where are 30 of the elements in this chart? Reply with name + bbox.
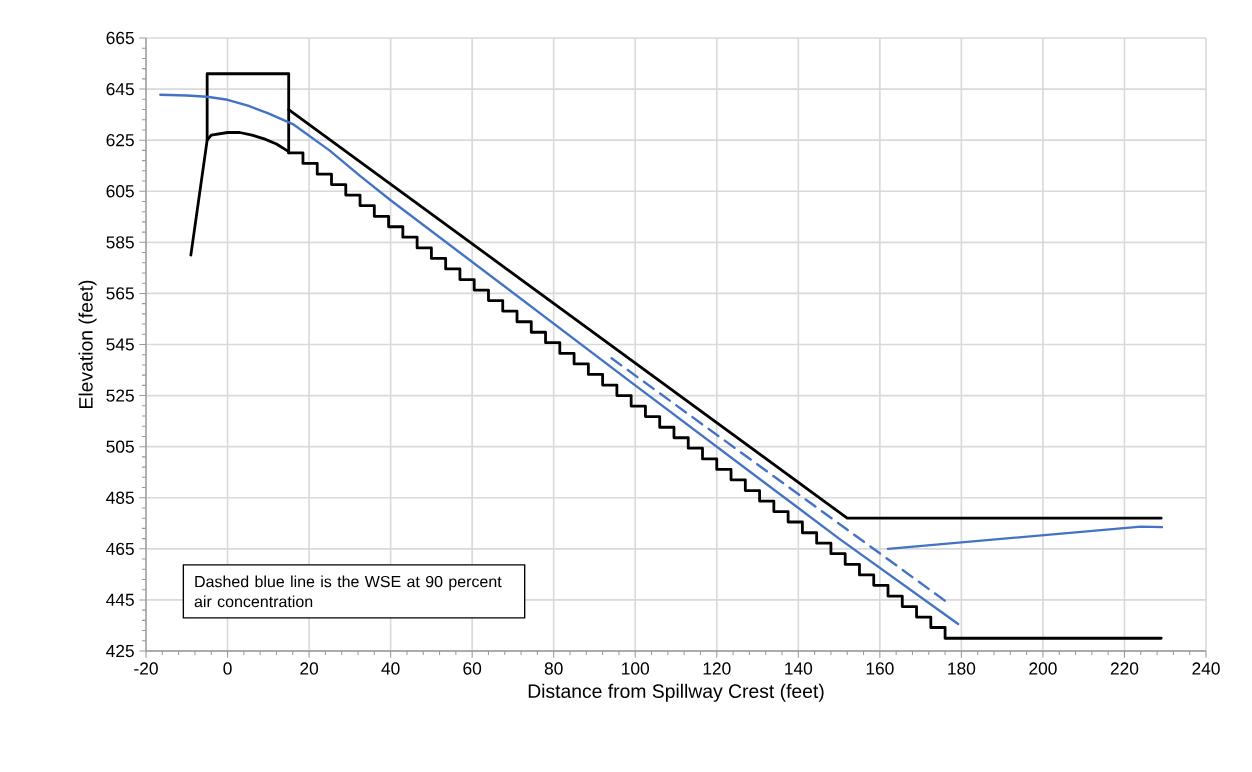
y-tick-label: 545 [106,338,134,351]
y-tick-label: 425 [106,644,134,658]
x-tick-label: 0 [223,662,232,675]
y-tick-label: 665 [106,31,134,45]
x-tick-label: -20 [134,662,158,675]
y-tick-label: 445 [106,593,134,606]
y-axis-title: Elevation (feet) [78,280,97,408]
x-tick-label: 80 [544,662,563,675]
y-tick-label: 625 [106,134,134,147]
x-tick-label: 40 [381,662,400,675]
y-tick-label: 465 [106,542,134,555]
x-tick-label: 240 [1192,662,1220,675]
x-tick-label: 100 [622,662,650,675]
x-tick-label: 140 [785,662,813,675]
x-tick-label: 180 [948,662,976,675]
y-tick-label: 585 [106,236,134,249]
x-tick-label: 20 [300,662,319,675]
y-tick-label: 645 [106,82,134,96]
x-tick-label: 160 [866,662,894,675]
y-tick-label: 525 [106,389,134,402]
annotation: Dashed blue line is the WSE at 90 percent air concentration [194,575,502,608]
x-tick-label: 220 [1110,662,1139,675]
y-tick-label: 565 [106,287,134,300]
y-tick-label: 485 [106,491,134,504]
x-tick-label: 200 [1029,662,1057,675]
x-axis-title: Distance from Spillway Crest (feet) [528,683,824,702]
x-tick-label: 60 [463,662,482,675]
x-tick-label: 120 [703,662,731,675]
y-tick-label: 505 [106,440,134,453]
y-tick-label: 605 [106,185,134,198]
